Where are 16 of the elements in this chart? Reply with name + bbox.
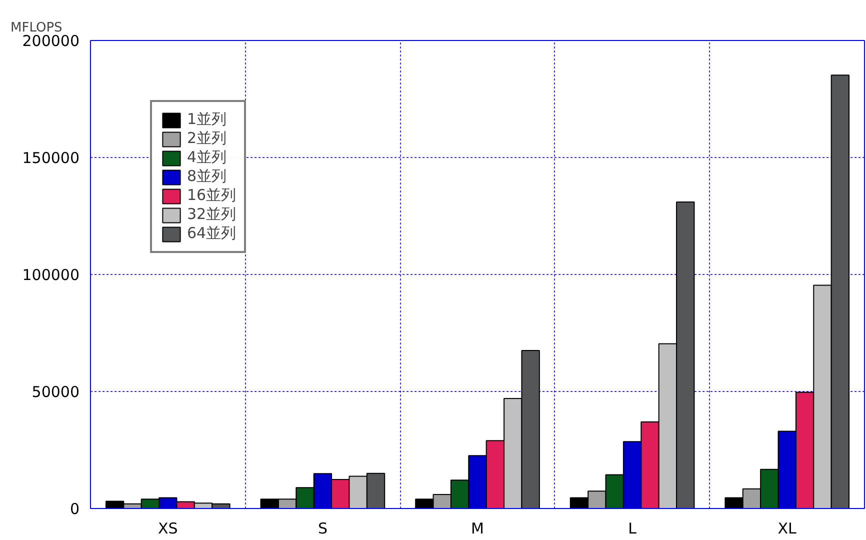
legend-label: 16並列 — [187, 186, 236, 205]
x-tick-label: L — [628, 520, 638, 538]
x-tick-label: XL — [778, 520, 798, 538]
x-tick-label: S — [318, 520, 328, 538]
x-tick-label: M — [471, 520, 484, 538]
legend-label: 1並列 — [187, 110, 227, 129]
legend-label: 2並列 — [187, 129, 227, 148]
y-tick-label: 100000 — [22, 266, 80, 284]
legend-label: 32並列 — [187, 205, 236, 224]
legend-label: 64並列 — [187, 224, 236, 243]
legend-label: 8並列 — [187, 167, 227, 186]
x-tick-label: XS — [158, 520, 178, 538]
y-tick-label: 50000 — [32, 383, 80, 401]
legend-label: 4並列 — [187, 148, 227, 167]
y-tick-label: 0 — [70, 500, 80, 518]
y-tick-label: 150000 — [22, 149, 80, 167]
